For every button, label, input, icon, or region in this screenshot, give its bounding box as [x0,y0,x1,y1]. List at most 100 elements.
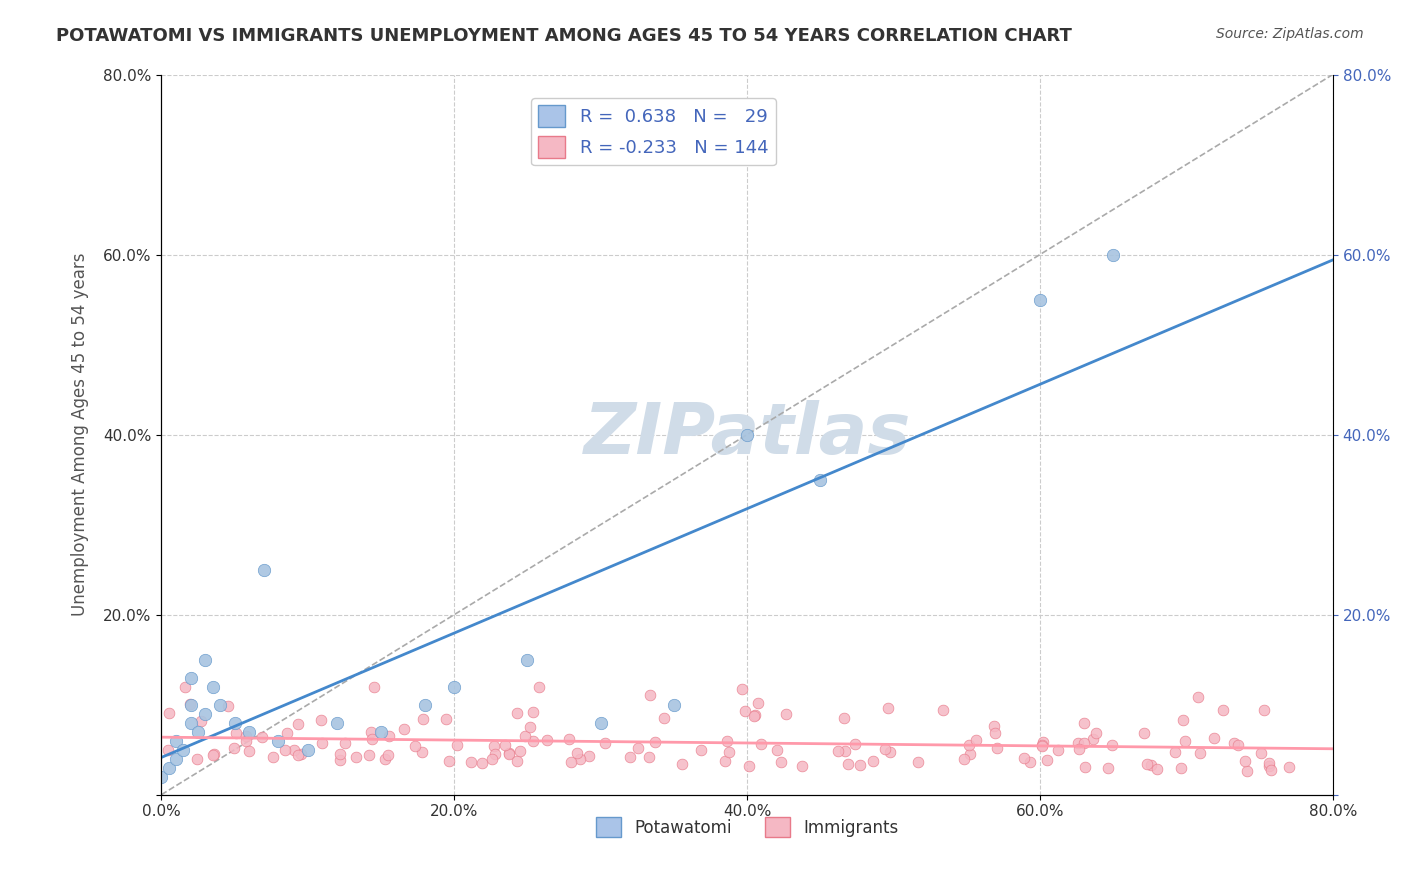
Point [326,715,349,730]
Point [253,563,276,577]
Point [283,743,305,757]
Point [837,756,859,771]
Point [1031,739,1053,754]
Point [959,747,981,761]
Point [222,741,245,756]
Point [1136,756,1159,771]
Point [471,756,494,770]
Point [834,744,856,758]
Point [377,748,399,763]
Point [238,724,260,739]
Point [529,680,551,694]
Point [1260,763,1282,777]
Point [1227,738,1250,752]
Point [370,724,392,739]
Point [638,689,661,703]
Point [662,698,685,712]
Point [374,752,396,766]
Point [1223,736,1246,750]
Point [849,758,872,772]
Point [568,752,591,766]
Point [1073,760,1095,774]
Point [907,755,929,769]
Point [180,715,202,730]
Point [498,747,520,761]
Point [737,758,759,772]
Point [484,747,506,761]
Point [1019,755,1042,769]
Point [735,427,758,442]
Point [957,738,980,752]
Point [536,732,558,747]
Point [832,711,855,725]
Point [194,706,217,721]
Point [986,740,1008,755]
Point [165,752,187,766]
Point [443,680,465,694]
Point [808,473,831,487]
Point [361,731,384,746]
Point [1234,754,1257,768]
Point [766,743,789,757]
Point [558,732,581,747]
Point [565,746,588,760]
Point [412,712,434,726]
Point [516,653,538,667]
Point [593,736,616,750]
Point [1073,715,1095,730]
Point [932,703,955,717]
Point [157,706,180,721]
Point [287,717,309,731]
Point [1014,751,1036,765]
Point [873,741,896,756]
Point [482,739,505,753]
Point [1163,745,1185,759]
Legend: Potawatomi, Immigrants: Potawatomi, Immigrants [589,810,905,844]
Point [1032,734,1054,748]
Point [1035,753,1057,767]
Point [190,714,212,728]
Point [208,698,231,712]
Point [404,739,426,753]
Point [392,723,415,737]
Point [1101,739,1123,753]
Y-axis label: Unemployment Among Ages 45 to 54 years: Unemployment Among Ages 45 to 54 years [72,252,89,616]
Point [1047,742,1070,756]
Point [1031,739,1053,753]
Point [589,715,612,730]
Point [652,711,675,725]
Point [1102,247,1125,261]
Point [522,734,544,748]
Point [179,697,201,711]
Point [297,742,319,756]
Point [619,749,641,764]
Point [437,755,460,769]
Point [157,761,180,775]
Point [194,653,217,667]
Point [671,757,693,772]
Point [311,736,333,750]
Point [411,745,433,759]
Point [335,736,357,750]
Point [1187,690,1209,704]
Point [506,754,529,768]
Point [1212,703,1234,717]
Point [481,751,503,765]
Text: POTAWATOMI VS IMMIGRANTS UNEMPLOYMENT AMONG AGES 45 TO 54 YEARS CORRELATION CHAR: POTAWATOMI VS IMMIGRANTS UNEMPLOYMENT AM… [56,27,1073,45]
Point [235,734,257,748]
Point [1257,756,1279,770]
Point [827,744,849,758]
Point [328,753,350,767]
Point [262,750,284,764]
Text: ZIPatlas: ZIPatlas [583,401,911,469]
Point [1170,761,1192,775]
Text: Source: ZipAtlas.com: Source: ZipAtlas.com [1216,27,1364,41]
Point [983,719,1005,733]
Point [560,755,582,769]
Point [747,696,769,710]
Point [1277,760,1299,774]
Point [1081,732,1104,747]
Point [1133,726,1156,740]
Point [744,707,766,722]
Point [186,752,208,766]
